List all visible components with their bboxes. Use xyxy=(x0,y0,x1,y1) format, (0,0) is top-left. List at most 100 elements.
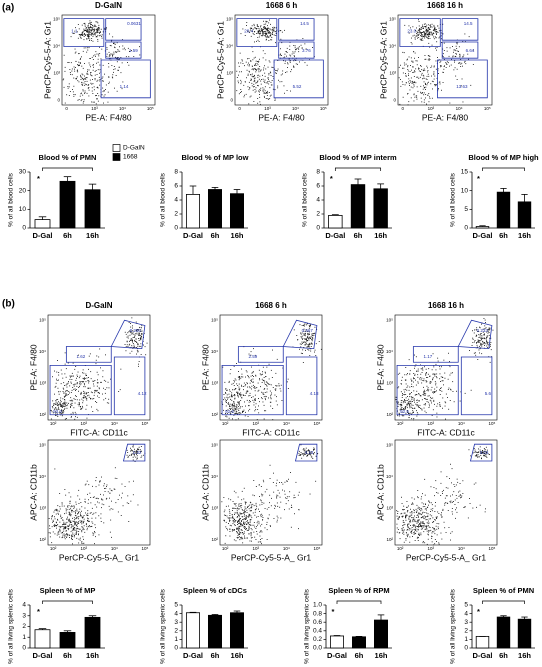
event-dot xyxy=(92,398,94,400)
gate-value: 0.233 xyxy=(477,328,489,333)
event-dot xyxy=(256,419,258,420)
event-dot xyxy=(58,401,59,403)
event-dot xyxy=(248,516,250,518)
event-dot xyxy=(400,64,401,66)
event-dot xyxy=(97,374,99,376)
event-dot xyxy=(78,402,80,403)
event-dot xyxy=(84,391,86,393)
event-dot xyxy=(98,387,100,389)
event-dot xyxy=(89,512,91,514)
event-dot xyxy=(81,523,83,525)
event-dot xyxy=(98,534,100,536)
event-dot xyxy=(79,375,81,377)
event-dot xyxy=(85,373,87,375)
y-tick-label: 10⁴ xyxy=(386,349,393,354)
event-dot xyxy=(407,523,409,525)
event-dot xyxy=(86,27,88,29)
event-dot xyxy=(298,509,300,510)
event-dot xyxy=(94,24,96,26)
event-dot xyxy=(100,34,102,36)
event-dot xyxy=(117,49,119,51)
event-dot xyxy=(102,64,104,66)
event-dot xyxy=(271,84,273,86)
event-dot xyxy=(407,104,409,106)
event-dot xyxy=(100,521,102,522)
y-axis-label: APC-A: CD11b xyxy=(375,464,385,521)
event-dot xyxy=(412,66,414,68)
event-dot xyxy=(245,502,247,504)
event-dot xyxy=(126,454,128,456)
event-dot xyxy=(442,82,444,83)
event-dot xyxy=(413,377,414,379)
event-dot xyxy=(244,385,246,387)
event-dot xyxy=(282,73,283,75)
event-dot xyxy=(101,77,103,79)
event-dot xyxy=(276,482,277,484)
event-dot xyxy=(459,62,461,64)
event-dot xyxy=(271,80,273,81)
event-dot xyxy=(479,334,481,336)
event-dot xyxy=(240,62,242,64)
event-dot xyxy=(127,495,129,497)
event-dot xyxy=(238,371,239,372)
event-dot xyxy=(59,528,61,530)
event-dot xyxy=(246,25,247,26)
event-dot xyxy=(136,458,138,460)
bar xyxy=(34,629,51,649)
event-dot xyxy=(222,404,224,405)
event-dot xyxy=(71,538,72,540)
event-dot xyxy=(303,324,305,326)
event-dot xyxy=(482,343,484,345)
legend-label: D-GalN xyxy=(123,145,145,152)
event-dot xyxy=(248,395,250,397)
event-dot xyxy=(114,42,116,44)
event-dot xyxy=(266,30,268,32)
event-dot xyxy=(76,537,78,539)
event-dot xyxy=(111,76,113,78)
event-dot xyxy=(77,80,79,82)
event-dot xyxy=(235,406,237,408)
event-dot xyxy=(141,327,142,329)
event-dot xyxy=(120,515,122,516)
event-dot xyxy=(484,333,485,335)
event-dot xyxy=(85,396,86,398)
event-dot xyxy=(256,82,258,84)
event-dot xyxy=(442,53,444,55)
event-dot xyxy=(77,371,79,373)
event-dot xyxy=(269,478,271,479)
event-dot xyxy=(120,368,122,370)
event-dot xyxy=(67,87,69,89)
event-dot xyxy=(480,344,482,346)
event-dot xyxy=(235,408,237,409)
event-dot xyxy=(79,381,81,382)
event-dot xyxy=(429,33,431,35)
event-dot xyxy=(269,61,271,63)
event-dot xyxy=(255,387,257,389)
event-dot xyxy=(478,349,480,351)
event-dot xyxy=(67,404,68,406)
event-dot xyxy=(241,521,242,522)
y-tick-label: 20 xyxy=(19,187,27,194)
event-dot xyxy=(303,333,305,335)
event-dot xyxy=(63,395,65,397)
event-dot xyxy=(77,99,79,101)
event-dot xyxy=(476,454,478,456)
event-dot xyxy=(425,30,427,32)
x-tick-label: 6h xyxy=(211,231,220,240)
event-dot xyxy=(300,332,301,334)
event-dot xyxy=(409,85,410,86)
event-dot xyxy=(284,60,286,62)
event-dot xyxy=(420,534,422,536)
event-dot xyxy=(82,369,84,371)
event-dot xyxy=(444,377,446,379)
x-tick-label: 10⁴ xyxy=(283,421,290,426)
event-dot xyxy=(264,90,266,92)
event-dot xyxy=(245,501,247,503)
event-dot xyxy=(403,529,405,531)
event-dot xyxy=(252,396,254,398)
event-dot xyxy=(81,530,83,532)
event-dot xyxy=(440,66,441,68)
event-dot xyxy=(139,46,140,48)
event-dot xyxy=(412,525,414,526)
event-dot xyxy=(55,400,57,401)
